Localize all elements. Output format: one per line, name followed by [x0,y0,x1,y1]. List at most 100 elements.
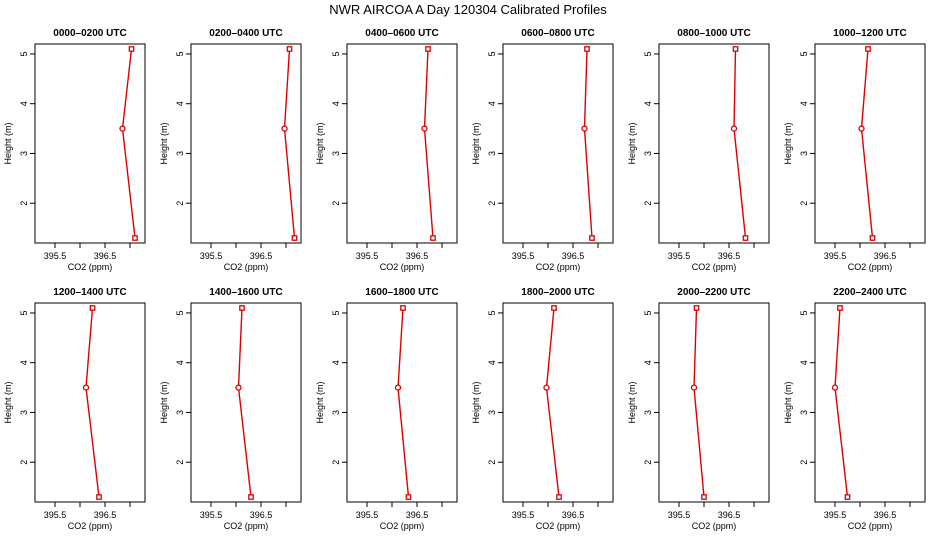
x-tick-label: 395.5 [44,510,67,520]
profile-line [85,307,100,498]
data-point-square [865,46,871,52]
y-tick-label: 3 [643,410,653,415]
x-axis-label: CO2 (ppm) [536,262,581,272]
profile-line [545,307,560,498]
data-point-square [248,494,254,500]
panel-title: 0800–1000 UTC [677,28,750,39]
y-tick-label: 5 [487,51,497,56]
x-axis-label: CO2 (ppm) [848,521,893,531]
y-tick-label: 4 [331,101,341,106]
plot-frame [34,302,146,503]
x-axis-label: CO2 (ppm) [68,521,113,531]
y-tick-label: 4 [487,101,497,106]
data-point-square [291,235,298,241]
y-tick-label: 4 [643,360,653,365]
y-axis-label: Height (m) [315,381,325,423]
profile-line [583,48,593,239]
data-point-circle [281,125,288,132]
panel-title: 2200–2400 UTC [833,287,906,298]
data-point-circle [690,384,698,391]
data-point-square [425,46,431,52]
y-axis-label: Height (m) [315,122,325,164]
y-tick-label: 3 [331,151,341,156]
panel-title: 0600–0800 UTC [521,28,594,39]
profile-line [397,307,410,498]
data-point-circle [730,125,738,132]
data-point-square [89,305,96,311]
y-axis-label: Height (m) [471,381,481,423]
data-point-square [869,235,876,241]
x-tick-label: 395.5 [200,510,223,520]
data-point-square [400,305,406,311]
x-axis-label: CO2 (ppm) [848,262,893,272]
y-tick-label: 3 [19,151,29,156]
y-tick-label: 4 [175,101,185,106]
data-point-circle [543,384,550,391]
y-tick-label: 2 [799,201,809,206]
y-tick-label: 5 [643,51,653,56]
data-point-square [693,305,700,311]
y-tick-label: 2 [331,460,341,465]
y-tick-label: 2 [643,201,653,206]
y-tick-label: 4 [643,101,653,106]
panel-title: 1200–1400 UTC [53,287,126,298]
y-tick-label: 2 [643,460,653,465]
x-tick-label: 396.5 [250,510,273,520]
x-tick-label: 395.5 [668,510,691,520]
data-point-circle [858,125,865,132]
data-point-square [701,494,707,500]
x-axis-label: CO2 (ppm) [224,521,269,531]
y-axis-label: Height (m) [159,122,169,164]
data-point-square [286,46,293,52]
data-point-square [556,494,562,500]
plot-frame [190,43,302,244]
data-point-square [128,46,135,52]
data-point-square [96,494,102,500]
panel-title: 0400–0600 UTC [365,28,438,39]
x-axis-label: CO2 (ppm) [380,262,425,272]
y-tick-label: 5 [799,51,809,56]
y-axis-label: Height (m) [627,381,637,423]
data-point-square [584,46,590,52]
x-tick-label: 395.5 [356,510,379,520]
data-point-square [742,235,749,241]
x-axis-label: CO2 (ppm) [692,521,737,531]
x-tick-label: 395.5 [824,251,847,261]
plot-frame [502,43,614,244]
x-tick-label: 396.5 [250,251,273,261]
y-tick-label: 3 [799,410,809,415]
data-point-square [405,494,412,500]
y-tick-label: 3 [19,410,29,415]
plot-frame [814,43,926,244]
y-tick-label: 5 [175,51,185,56]
x-tick-label: 395.5 [512,251,535,261]
x-tick-label: 396.5 [94,510,117,520]
y-tick-label: 3 [487,410,497,415]
panel-title: 0000–0200 UTC [53,28,126,39]
y-tick-label: 3 [331,410,341,415]
data-point-square [239,305,245,311]
x-tick-label: 395.5 [512,510,535,520]
figure-title: NWR AIRCOA A Day 120304 Calibrated Profi… [329,2,607,17]
y-tick-label: 2 [175,460,185,465]
y-tick-label: 3 [799,151,809,156]
data-point-square [132,235,138,241]
y-axis-label: Height (m) [3,381,13,423]
profile-line [834,307,849,498]
profile-line [283,48,296,239]
profile-line [860,48,874,239]
y-tick-label: 5 [19,310,29,315]
x-axis-label: CO2 (ppm) [380,521,425,531]
x-tick-label: 396.5 [94,251,117,261]
x-axis-label: CO2 (ppm) [692,262,737,272]
y-axis-label: Height (m) [783,381,793,423]
plot-frame [658,302,770,503]
panel-title: 1600–1800 UTC [365,287,438,298]
